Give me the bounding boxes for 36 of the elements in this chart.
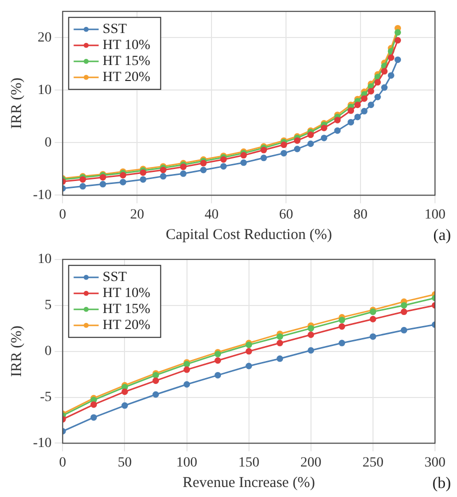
x-tick-label: 0	[59, 207, 66, 222]
legend-label: HT 10%	[102, 38, 151, 54]
x-tick-label: 50	[118, 455, 132, 470]
y-tick-label: 10	[38, 82, 52, 98]
x-tick-label: 20	[130, 207, 144, 222]
y-tick-label: 20	[38, 30, 52, 46]
y-tick-label: 10	[38, 252, 52, 268]
x-axis-title: Capital Cost Reduction (%)	[166, 226, 332, 243]
text: (a)	[433, 227, 451, 244]
x-tick-label: 100	[424, 207, 446, 222]
y-tick-label: 0	[44, 344, 52, 359]
x-tick-label: 300	[424, 455, 446, 470]
text: (b)	[432, 475, 451, 492]
x-tick-label: 40	[204, 207, 219, 222]
legend-label: SST	[102, 270, 128, 286]
x-tick-label: 60	[279, 207, 294, 222]
x-tick-label: 80	[354, 207, 368, 222]
legend-label: SST	[102, 22, 128, 38]
y-tick-label: -10	[32, 188, 52, 203]
y-axis-title: IRR (%)	[8, 326, 25, 377]
y-tick-label: -5	[40, 390, 52, 405]
y-axis-title: IRR (%)	[8, 78, 25, 129]
x-tick-label: 200	[300, 455, 322, 470]
y-tick-label: 5	[44, 298, 52, 314]
x-tick-label: 100	[176, 455, 198, 470]
x-tick-label: 250	[362, 455, 384, 470]
y-tick-label: 0	[44, 135, 52, 150]
legend-label: HT 20%	[102, 318, 151, 334]
x-tick-label: 0	[59, 455, 66, 470]
x-axis-title: Revenue Increase (%)	[182, 474, 316, 491]
legend-label: HT 10%	[102, 286, 151, 302]
legend-label: HT 15%	[102, 302, 151, 318]
legend-label: HT 20%	[102, 70, 151, 86]
x-tick-label: 150	[238, 455, 260, 470]
legend-label: HT 15%	[102, 54, 151, 70]
y-tick-label: -10	[32, 436, 52, 451]
